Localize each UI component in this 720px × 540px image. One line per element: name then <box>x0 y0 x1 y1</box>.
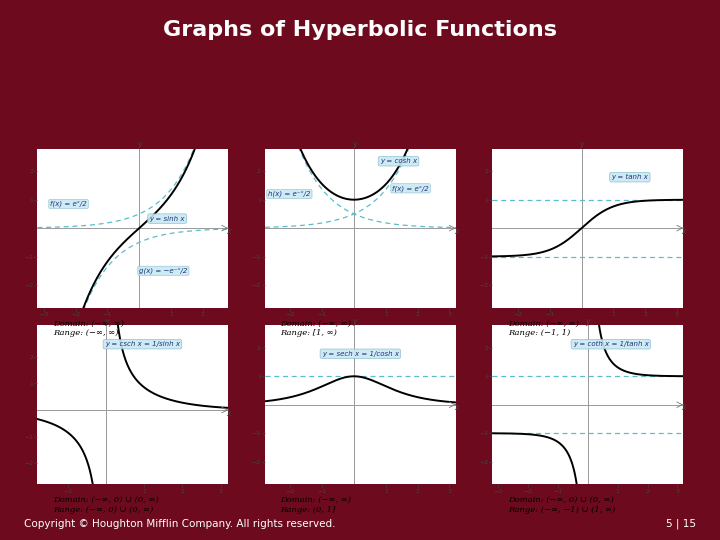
Text: x: x <box>681 227 685 236</box>
Text: y: y <box>352 140 356 149</box>
Text: Domain: (−∞, ∞): Domain: (−∞, ∞) <box>508 320 579 328</box>
Text: g(x) = −e⁻ˣ/2: g(x) = −e⁻ˣ/2 <box>139 267 188 274</box>
Text: y = coth x = 1/tanh x: y = coth x = 1/tanh x <box>573 341 649 347</box>
Text: Range: (−∞, ∞): Range: (−∞, ∞) <box>53 329 118 338</box>
Text: Domain: (−∞, ∞): Domain: (−∞, ∞) <box>53 320 124 328</box>
Text: Domain: (−∞, 0) ∪ (0, ∞): Domain: (−∞, 0) ∪ (0, ∞) <box>508 496 613 504</box>
Text: y: y <box>580 140 584 149</box>
Text: Range: (0, 1]: Range: (0, 1] <box>280 506 336 514</box>
Text: y: y <box>137 140 141 149</box>
Text: Domain: (−∞, 0) ∪ (0, ∞): Domain: (−∞, 0) ∪ (0, ∞) <box>53 496 158 504</box>
Text: f(x) = eˣ/2: f(x) = eˣ/2 <box>50 201 87 207</box>
Text: Domain: (−∞, ∞): Domain: (−∞, ∞) <box>280 496 351 504</box>
Text: x: x <box>454 403 458 413</box>
Text: Range: (−1, 1): Range: (−1, 1) <box>508 329 570 338</box>
Text: Graphs of Hyperbolic Functions: Graphs of Hyperbolic Functions <box>163 19 557 40</box>
Text: y = cosh x: y = cosh x <box>380 158 417 164</box>
Text: x: x <box>227 227 231 236</box>
Text: x: x <box>226 409 230 417</box>
Text: y = sech x = 1/cosh x: y = sech x = 1/cosh x <box>322 351 399 357</box>
Text: Range: (−∞, −1) ∪ (1, ∞): Range: (−∞, −1) ∪ (1, ∞) <box>508 506 615 514</box>
Text: Range: [1, ∞): Range: [1, ∞) <box>280 329 337 338</box>
Text: y: y <box>104 317 109 326</box>
Text: 5 | 15: 5 | 15 <box>666 518 696 529</box>
Text: y = tanh x: y = tanh x <box>611 174 648 180</box>
Text: y: y <box>352 317 356 326</box>
Text: x: x <box>454 227 458 236</box>
Text: Range: (−∞, 0) ∪ (0, ∞): Range: (−∞, 0) ∪ (0, ∞) <box>53 506 153 514</box>
Text: y: y <box>585 317 590 326</box>
Text: h(x) = e⁻ˣ/2: h(x) = e⁻ˣ/2 <box>268 191 310 197</box>
Text: f(x) = eˣ/2: f(x) = eˣ/2 <box>392 185 429 192</box>
Text: x: x <box>681 403 686 413</box>
Text: Domain: (−∞, ∞): Domain: (−∞, ∞) <box>280 320 351 328</box>
Text: y = csch x = 1/sinh x: y = csch x = 1/sinh x <box>105 341 180 347</box>
Text: y = sinh x: y = sinh x <box>150 215 185 221</box>
Text: Copyright © Houghton Mifflin Company. All rights reserved.: Copyright © Houghton Mifflin Company. Al… <box>24 519 336 529</box>
